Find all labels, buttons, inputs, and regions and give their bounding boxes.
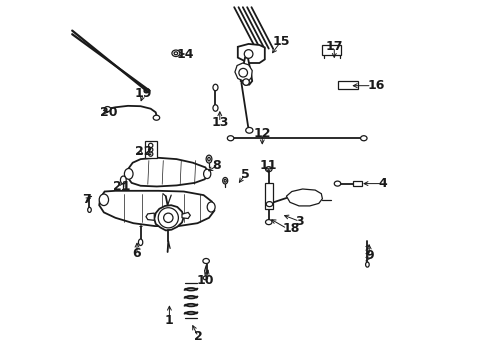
Circle shape — [164, 213, 173, 222]
Ellipse shape — [121, 176, 126, 184]
Text: 8: 8 — [213, 159, 221, 172]
Text: 16: 16 — [368, 79, 385, 92]
Text: 1: 1 — [165, 314, 174, 327]
Text: 10: 10 — [196, 274, 214, 287]
Text: 3: 3 — [295, 215, 304, 228]
Text: 17: 17 — [325, 40, 343, 53]
Ellipse shape — [266, 202, 273, 207]
Polygon shape — [182, 212, 190, 219]
Circle shape — [245, 50, 253, 58]
Polygon shape — [154, 205, 184, 230]
Text: 19: 19 — [135, 87, 152, 100]
Ellipse shape — [204, 169, 211, 179]
Ellipse shape — [174, 52, 178, 55]
Polygon shape — [127, 158, 209, 186]
Ellipse shape — [361, 136, 367, 141]
Bar — [338, 81, 358, 89]
Ellipse shape — [124, 168, 133, 179]
Text: 5: 5 — [241, 168, 249, 181]
Text: 14: 14 — [176, 48, 194, 60]
Ellipse shape — [172, 50, 180, 57]
Ellipse shape — [213, 84, 218, 91]
Ellipse shape — [206, 155, 212, 163]
Ellipse shape — [334, 181, 341, 186]
Ellipse shape — [99, 194, 109, 206]
Text: 4: 4 — [378, 177, 387, 190]
Ellipse shape — [153, 115, 160, 120]
Text: 6: 6 — [133, 247, 141, 260]
Bar — [353, 181, 362, 186]
Ellipse shape — [224, 179, 226, 182]
Text: 18: 18 — [283, 222, 300, 235]
Polygon shape — [241, 58, 252, 85]
Text: 13: 13 — [211, 116, 228, 129]
Circle shape — [148, 148, 153, 152]
Text: 12: 12 — [253, 127, 271, 140]
Polygon shape — [146, 213, 154, 220]
Text: 2: 2 — [194, 330, 202, 343]
Text: 21: 21 — [113, 180, 131, 193]
Bar — [322, 45, 341, 55]
Polygon shape — [238, 44, 265, 63]
Ellipse shape — [266, 167, 272, 172]
Circle shape — [148, 143, 153, 148]
Ellipse shape — [139, 239, 143, 246]
Circle shape — [239, 68, 247, 77]
Ellipse shape — [104, 107, 111, 112]
Text: 11: 11 — [260, 159, 277, 172]
Text: 20: 20 — [100, 106, 118, 119]
Ellipse shape — [88, 207, 91, 212]
Bar — [265, 183, 273, 209]
Ellipse shape — [213, 105, 218, 111]
Text: 9: 9 — [365, 249, 373, 262]
Text: 7: 7 — [82, 193, 91, 206]
Circle shape — [148, 152, 153, 156]
Circle shape — [243, 79, 249, 85]
Text: 15: 15 — [272, 35, 290, 48]
Circle shape — [158, 208, 178, 228]
Ellipse shape — [203, 258, 209, 264]
Polygon shape — [286, 189, 322, 206]
Ellipse shape — [207, 202, 215, 212]
Bar — [145, 141, 157, 158]
Ellipse shape — [227, 136, 234, 141]
Polygon shape — [99, 191, 215, 226]
Polygon shape — [235, 63, 252, 81]
Ellipse shape — [366, 262, 369, 267]
Ellipse shape — [203, 276, 208, 280]
Ellipse shape — [266, 220, 272, 225]
Text: 22: 22 — [135, 145, 153, 158]
Ellipse shape — [208, 157, 210, 161]
Ellipse shape — [245, 127, 253, 133]
Ellipse shape — [222, 177, 228, 184]
